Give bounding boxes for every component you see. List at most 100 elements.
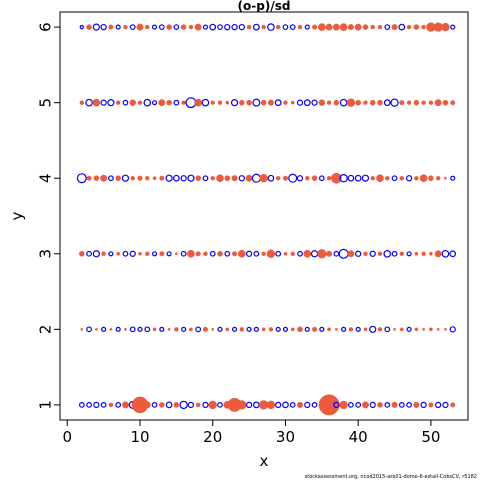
bubble xyxy=(325,23,333,31)
bubble xyxy=(108,24,114,30)
bubble xyxy=(283,100,288,105)
bubble xyxy=(232,251,238,257)
bubble xyxy=(166,99,172,106)
bubble xyxy=(115,326,121,332)
bubble xyxy=(311,402,318,408)
bubble xyxy=(391,24,398,31)
bubble xyxy=(390,98,399,107)
bubble xyxy=(339,23,348,31)
bubble xyxy=(377,24,383,30)
bubble xyxy=(136,23,144,31)
bubble xyxy=(355,326,361,332)
bubble xyxy=(297,250,303,257)
bubble xyxy=(267,99,274,106)
bubble xyxy=(253,250,260,257)
bubble xyxy=(253,326,259,332)
bubble xyxy=(444,176,447,180)
bubble xyxy=(435,176,441,181)
bubble xyxy=(318,99,326,106)
bubble xyxy=(231,175,238,182)
bubble xyxy=(318,394,340,416)
bubble xyxy=(362,24,369,30)
bubble xyxy=(385,176,390,181)
bubble xyxy=(92,98,101,107)
bubble xyxy=(290,251,295,256)
bubble xyxy=(450,24,456,30)
bubble xyxy=(369,99,376,106)
bubble xyxy=(355,402,362,408)
bubble xyxy=(115,175,121,182)
bubble xyxy=(275,250,282,257)
bubble xyxy=(108,251,114,257)
bubble xyxy=(252,23,260,31)
bubble xyxy=(296,99,304,106)
bubble xyxy=(289,402,296,408)
bubble xyxy=(421,24,426,30)
bubble xyxy=(347,24,354,31)
bubble xyxy=(224,175,231,182)
bubble xyxy=(421,100,426,105)
bubble xyxy=(304,24,310,30)
bubble xyxy=(275,401,282,409)
bubble xyxy=(275,326,281,332)
bubble xyxy=(398,402,405,408)
bubble xyxy=(428,100,434,105)
bubble xyxy=(173,402,180,408)
bubble xyxy=(428,175,434,182)
bubble xyxy=(312,326,318,332)
bubble xyxy=(347,174,355,182)
bubble xyxy=(129,326,136,333)
bubble xyxy=(274,99,282,107)
bubble xyxy=(93,175,100,182)
bubble xyxy=(231,326,238,332)
bubble xyxy=(450,402,456,408)
bubble xyxy=(181,326,187,332)
bubble xyxy=(406,100,412,105)
bubble xyxy=(296,175,304,182)
bubble xyxy=(406,326,412,332)
bubble xyxy=(86,24,92,30)
bubble xyxy=(267,23,275,31)
bubble xyxy=(434,99,442,107)
bubble xyxy=(311,99,318,106)
bubble xyxy=(266,400,276,410)
bubble xyxy=(318,175,325,182)
bubble xyxy=(406,24,412,30)
y-tick-label: 3 xyxy=(37,249,55,259)
bubble xyxy=(449,250,457,258)
x-tick-label: 50 xyxy=(421,428,440,446)
bubble xyxy=(326,250,333,257)
bubble xyxy=(361,401,369,409)
bubble xyxy=(304,401,311,409)
bubble xyxy=(123,24,128,30)
x-tick-label: 0 xyxy=(62,428,72,446)
bubble xyxy=(444,327,447,331)
bubble xyxy=(303,249,312,258)
bubble xyxy=(251,173,261,183)
y-tick-label: 2 xyxy=(37,325,55,335)
bubble xyxy=(92,23,100,31)
bubble xyxy=(151,251,158,257)
bubble xyxy=(384,326,391,333)
bubble xyxy=(317,249,327,259)
bubble xyxy=(391,250,398,257)
bubble xyxy=(143,401,151,409)
bubble xyxy=(346,98,356,107)
bubble xyxy=(225,327,230,332)
x-axis-label: x xyxy=(260,452,269,470)
bubble xyxy=(450,175,456,181)
bubble xyxy=(109,327,113,331)
bubble xyxy=(137,175,143,181)
bubble xyxy=(101,251,106,256)
bubble xyxy=(122,99,129,106)
bubble xyxy=(354,23,362,31)
bubble xyxy=(238,175,245,182)
bubble xyxy=(100,402,107,408)
bubble xyxy=(339,174,348,183)
bubble xyxy=(130,176,135,181)
bubble xyxy=(246,24,252,30)
bubble xyxy=(145,24,150,30)
bubble xyxy=(108,402,114,408)
bubble xyxy=(261,327,266,332)
